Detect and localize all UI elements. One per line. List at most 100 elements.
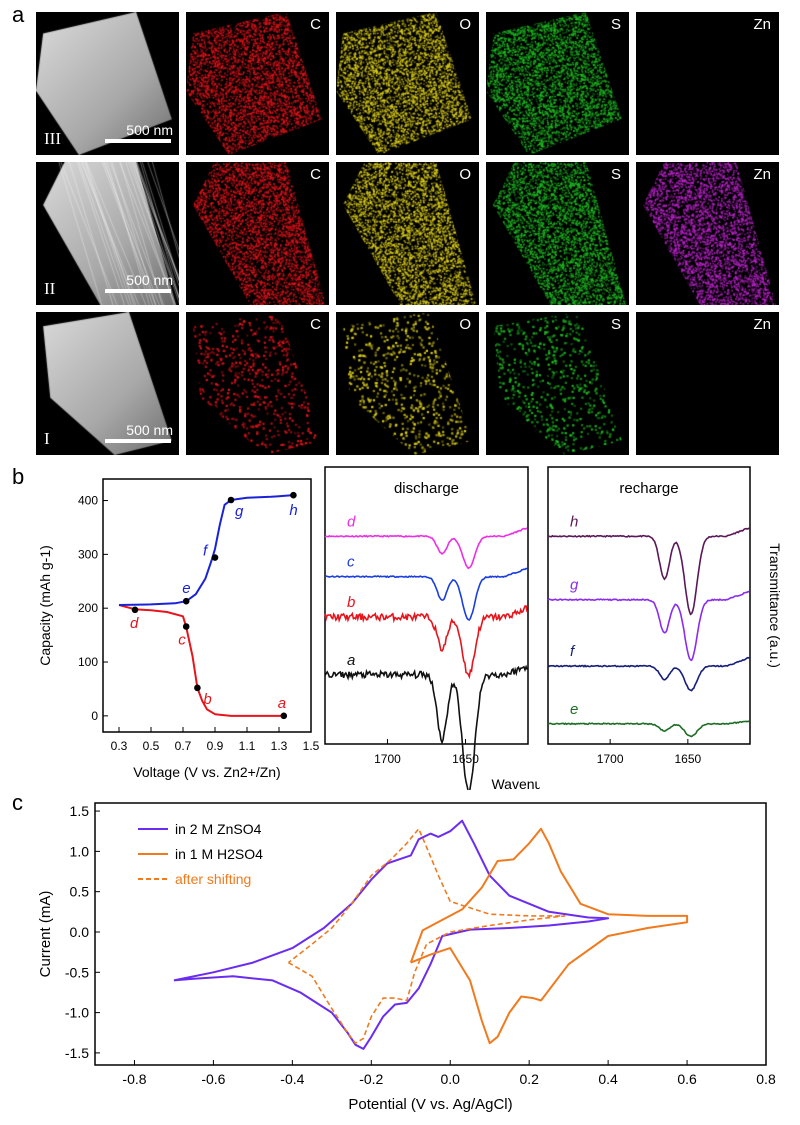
state-label-h: h [289,502,297,519]
state-point-e [182,597,190,605]
x-tick-label: -0.2 [359,1071,383,1087]
x-tick-label: 1650 [452,752,479,766]
legend-label: after shifting [175,871,251,887]
spectrum-label-a: a [347,652,355,669]
spectrum-c [324,567,528,621]
y-axis-label: Capacity (mAh g-1) [37,545,53,666]
eds-map-c: C [186,312,329,455]
state-point-f [211,554,219,561]
y-tick-label: 100 [78,655,98,669]
state-point-h [290,491,297,499]
element-label: Zn [753,16,771,33]
y-tick-label: 1.0 [70,843,90,859]
spectrum-label-b: b [347,594,355,611]
series-discharge [118,604,284,717]
x-tick-label: 1700 [597,752,624,766]
scale-bar-label: 500 nm [126,122,173,138]
element-label: S [610,16,621,33]
x-tick-label: -0.6 [201,1071,225,1087]
x-tick-label: 0.4 [598,1071,618,1087]
scale-bar [105,439,171,443]
x-tick-label: 0.2 [519,1071,539,1087]
y-tick-label: 0.0 [70,924,90,940]
x-tick-label: 1700 [374,752,401,766]
panel-letter-b: b [12,464,25,489]
y-axis-label: Current (mA) [37,891,54,978]
y-tick-label: 0 [91,709,98,723]
sample-label: III [44,129,61,148]
y-tick-label: 0.5 [70,884,90,900]
spectrum-f [547,656,750,692]
haadf-image: 500 nm II [36,162,179,305]
x-tick-label: 0.9 [207,739,224,753]
haadf-image: 500 nm I [36,312,179,455]
series-charge [118,494,294,606]
element-label: C [310,316,321,333]
x-tick-label: 0.6 [677,1071,697,1087]
plot-frame [547,466,751,745]
state-label-d: d [130,615,139,632]
cv-chart: -0.8 -0.6 -0.4 -0.2 0.0 0.2 0.4 0.6 0.8 -1.5 -1.0 -… [37,802,776,1113]
state-point-c [182,623,190,630]
y-tick-label: 1.5 [70,803,90,819]
plot-frame [324,466,529,745]
cv-curve-1 [409,827,689,1045]
element-label: O [459,166,471,183]
spectrum-a [324,664,528,790]
eds-map-o: O [336,162,479,305]
eds-map-zn: Zn [636,162,779,305]
state-label-a: a [278,695,286,712]
spectrum-d [324,527,528,570]
state-point-g [227,496,235,504]
state-label-f: f [203,543,209,560]
y-tick-label: 400 [78,494,98,508]
haadf-image: 500 nm III [36,12,179,155]
element-label: Zn [753,166,771,183]
element-label: O [459,16,471,33]
scale-bar-label: 500 nm [126,422,173,438]
eds-map-s: S [486,12,629,155]
x-tick-label: -0.8 [122,1071,146,1087]
x-tick-label: 0.5 [143,739,160,753]
element-label: Zn [753,316,771,333]
legend-label: in 1 M H2SO4 [175,846,263,862]
state-label-c: c [178,631,186,648]
state-point-a [280,712,288,720]
sample-label: II [44,279,56,298]
spectrum-h [547,527,750,616]
eds-map-zn: Zn [636,312,779,455]
element-label: C [310,16,321,33]
scale-bar [105,289,171,293]
panel-letter-c: c [12,790,23,815]
spectrum-label-g: g [570,577,579,594]
panel-letter-a: a [12,2,25,27]
eds-map-c: C [186,162,329,305]
y-tick-label: 200 [78,601,98,615]
spectrum-label-d: d [347,513,356,530]
x-tick-label: 1650 [674,752,701,766]
eds-map-o: O [336,312,479,455]
chart-title: discharge [394,480,459,497]
spectrum-label-e: e [570,701,578,718]
state-label-e: e [182,580,190,597]
y-tick-label: -0.5 [65,964,89,980]
element-label: O [459,316,471,333]
element-label: S [610,316,621,333]
x-tick-label: -0.4 [280,1071,304,1087]
discharge-ftir-chart: 1700 1650 discharge d c b a Wavenumber (cm-1) [324,466,540,790]
x-tick-label: 0.0 [441,1071,461,1087]
eds-map-zn: Zn [636,12,779,155]
x-tick-label: 0.8 [756,1071,776,1087]
plot-frame [102,478,312,733]
spectrum-b [324,605,528,680]
y-tick-label: -1.0 [65,1005,89,1021]
scale-bar-label: 500 nm [126,272,173,288]
x-tick-label: 0.7 [175,739,192,753]
x-tick-label: 1.5 [303,739,320,753]
sample-label: I [44,429,50,448]
state-label-g: g [235,503,244,520]
eds-map-s: S [486,162,629,305]
spectrum-g [547,590,750,662]
chart-title: recharge [619,480,678,497]
element-label: C [310,166,321,183]
